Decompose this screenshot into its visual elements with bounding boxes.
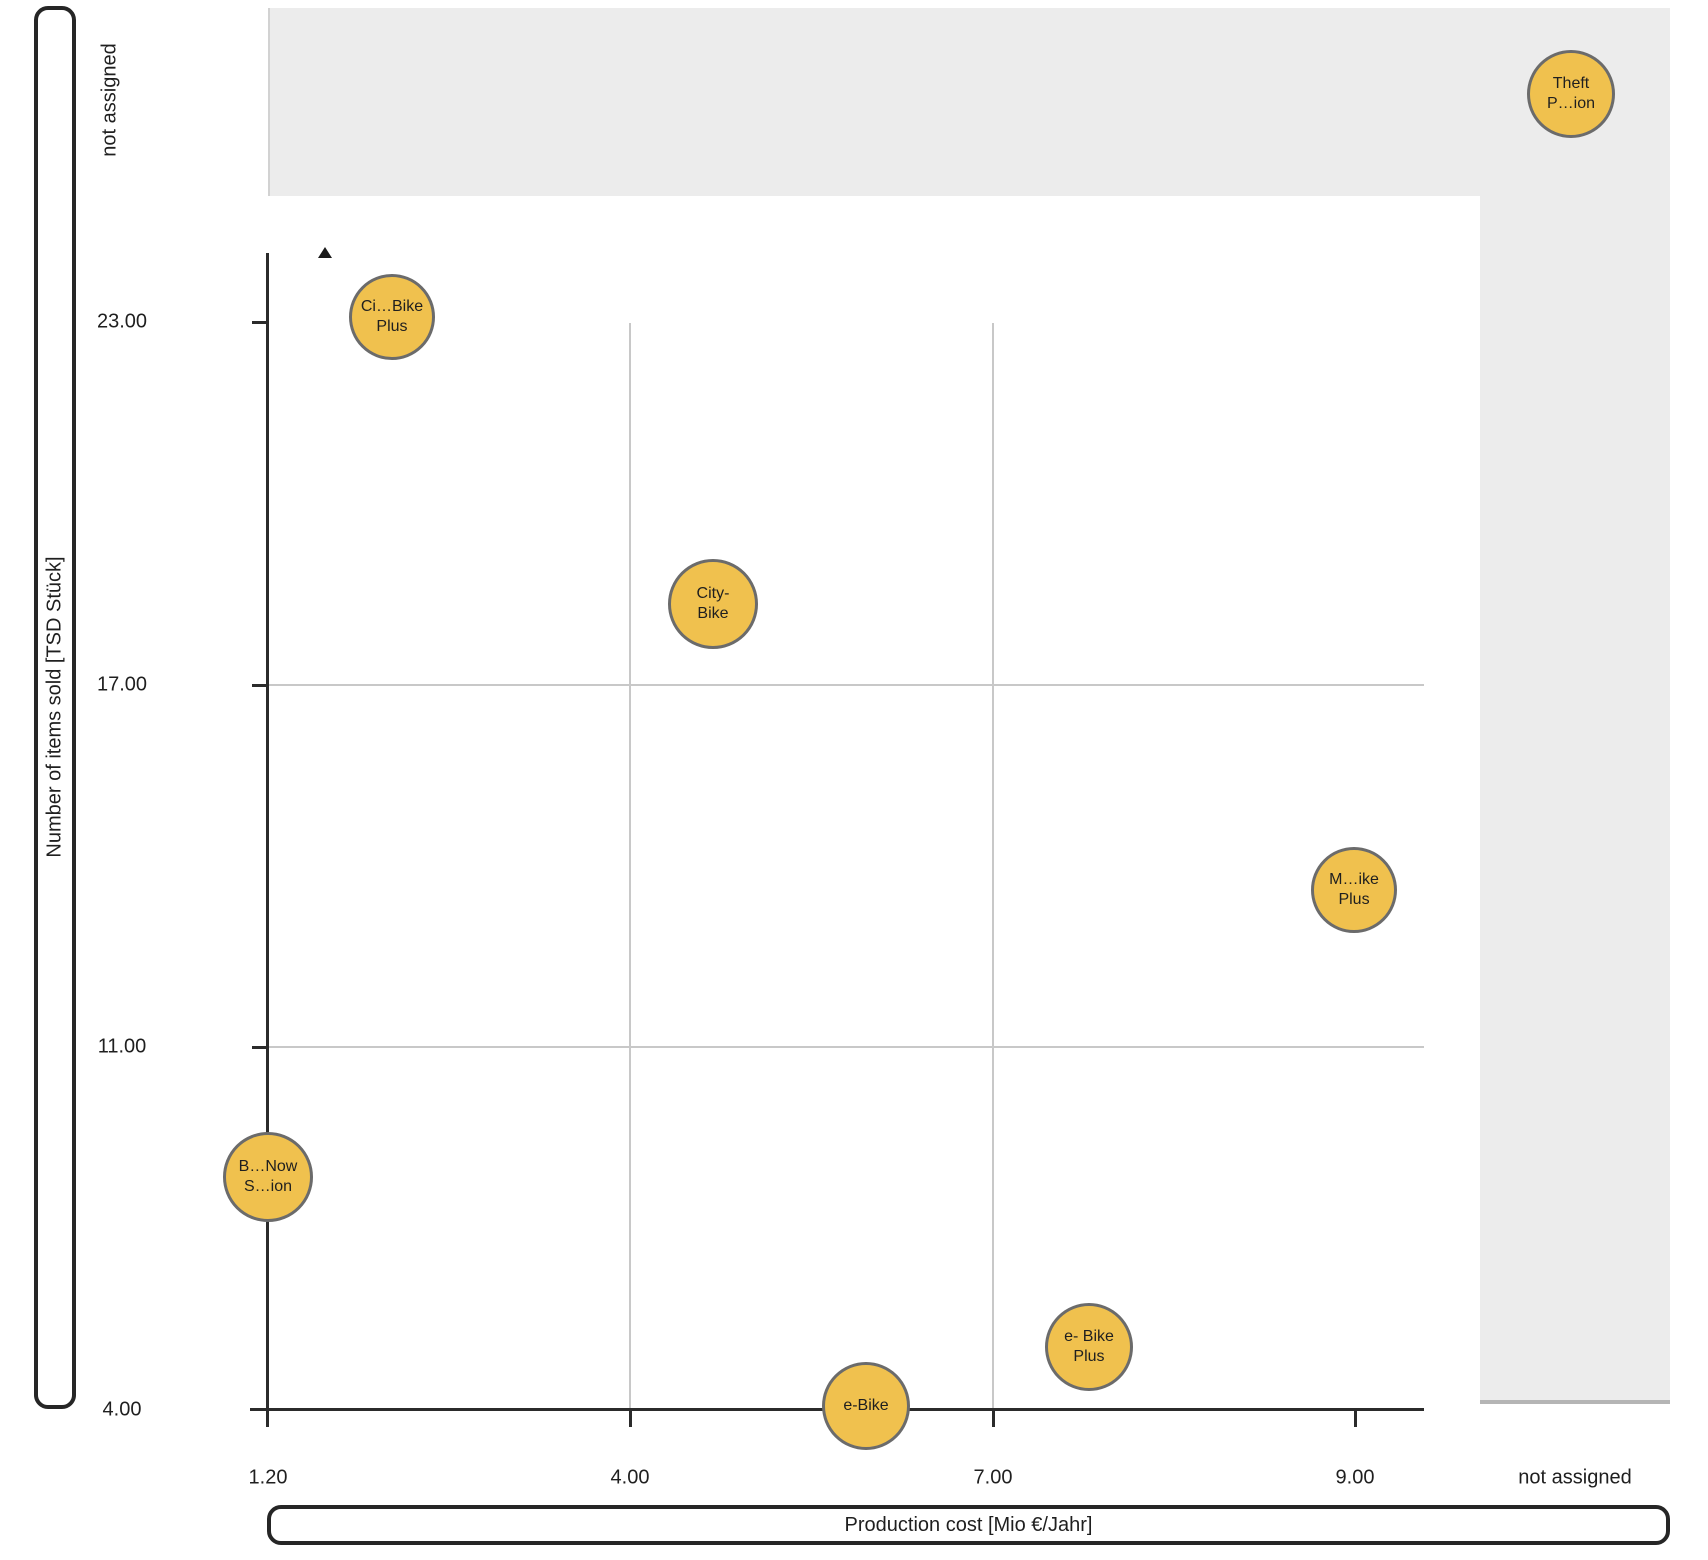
x-axis-tick-label: 1.20 xyxy=(248,1466,288,1489)
bubble-e-bike-plus[interactable]: e- Bike Plus xyxy=(1045,1303,1133,1391)
bubble-label: Theft P…ion xyxy=(1546,75,1596,112)
y-axis-tick xyxy=(252,684,267,687)
y-axis-line xyxy=(266,253,269,1427)
bubble-label: Ci…Bike Plus xyxy=(360,298,424,335)
not-assigned-zone-right xyxy=(1480,196,1670,1404)
bubble-theft-protection[interactable]: Theft P…ion xyxy=(1527,50,1615,138)
y-axis-tick-label: 17.00 xyxy=(96,673,148,696)
vertical-gridline xyxy=(629,323,631,1408)
bubble-b-now-s-ion[interactable]: B…Now S…ion xyxy=(223,1132,313,1222)
y-axis-title-box xyxy=(34,6,76,1409)
y-axis-tick-label: 23.00 xyxy=(96,310,148,333)
y-axis-tick xyxy=(252,321,267,324)
vertical-gridline xyxy=(992,323,994,1408)
bubble-label: e-Bike xyxy=(843,1397,889,1415)
y-axis-tick-label: 11.00 xyxy=(97,1035,147,1058)
bubble-label: e- Bike Plus xyxy=(1064,1328,1114,1365)
x-axis-not-assigned-label: not assigned xyxy=(1518,1466,1632,1489)
bubble-m-bike-plus[interactable]: M…ike Plus xyxy=(1311,847,1397,933)
x-axis-tick-label: 7.00 xyxy=(973,1466,1013,1489)
horizontal-gridline xyxy=(269,1046,1424,1048)
x-axis-tick-label: 4.00 xyxy=(610,1466,650,1489)
y-axis-tick-label: 4.00 xyxy=(102,1398,142,1421)
x-axis-tick-label: 9.00 xyxy=(1335,1466,1375,1489)
x-axis-tick xyxy=(1354,1408,1357,1427)
bubble-city-bike[interactable]: City- Bike xyxy=(668,559,758,649)
bubble-e-bike[interactable]: e-Bike xyxy=(822,1362,910,1450)
bubble-label: B…Now S…ion xyxy=(238,1158,298,1195)
y-axis-overflow-triangle-icon xyxy=(318,247,332,258)
x-axis-title-box: Production cost [Mio €/Jahr] xyxy=(267,1505,1670,1545)
x-axis-tick xyxy=(629,1408,632,1427)
x-axis-title: Production cost [Mio €/Jahr] xyxy=(844,1513,1093,1536)
y-axis-tick xyxy=(252,1046,267,1049)
bubble-city-bike-plus[interactable]: Ci…Bike Plus xyxy=(349,274,435,360)
bubble-label: M…ike Plus xyxy=(1329,871,1379,908)
horizontal-gridline xyxy=(269,684,1424,686)
bubble-label: City- Bike xyxy=(696,585,730,622)
x-axis-tick xyxy=(992,1408,995,1427)
not-assigned-zone-top xyxy=(268,8,1670,196)
